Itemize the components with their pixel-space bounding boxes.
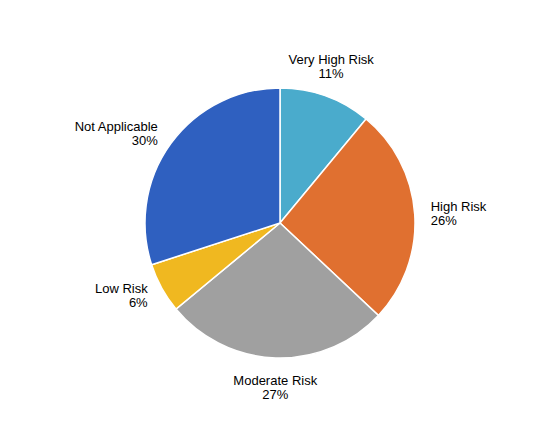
svg-text:Very High Risk11%: Very High Risk11% [289, 52, 375, 81]
svg-text:Low Risk6%: Low Risk6% [95, 281, 148, 310]
svg-text:High Risk26%: High Risk26% [431, 199, 487, 228]
svg-text:Not Applicable30%: Not Applicable30% [75, 119, 159, 148]
svg-text:Moderate Risk27%: Moderate Risk27% [233, 373, 317, 402]
